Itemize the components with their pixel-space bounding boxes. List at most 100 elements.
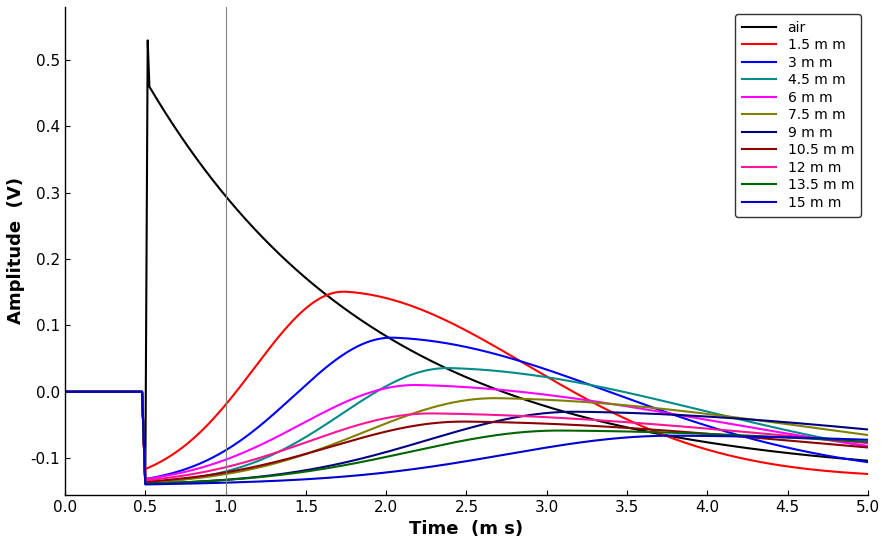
13.5 m m — [452, 439, 462, 445]
7.5 m m — [217, 471, 228, 478]
Line: 1.5 m m: 1.5 m m — [65, 292, 867, 482]
6 m m — [862, 443, 873, 449]
4.5 m m — [820, 435, 830, 442]
3 m m — [452, 342, 462, 349]
7.5 m m — [93, 389, 104, 395]
Line: 4.5 m m: 4.5 m m — [65, 368, 867, 483]
9 m m — [63, 389, 74, 395]
12 m m — [452, 410, 462, 417]
13.5 m m — [93, 389, 104, 395]
6 m m — [107, 389, 118, 395]
3 m m — [217, 449, 228, 456]
Line: 10.5 m m: 10.5 m m — [65, 392, 867, 482]
6 m m — [409, 382, 420, 388]
Line: 9 m m: 9 m m — [65, 392, 867, 484]
X-axis label: Time  (m s): Time (m s) — [409, 520, 523, 538]
4.5 m m — [140, 480, 151, 486]
air — [93, 389, 104, 395]
4.5 m m — [442, 365, 453, 371]
4.5 m m — [107, 389, 118, 395]
9 m m — [59, 389, 70, 395]
Legend: air, 1.5 m m, 3 m m, 4.5 m m, 6 m m, 7.5 m m, 9 m m, 10.5 m m, 12 m m, 13.5 m m,: air, 1.5 m m, 3 m m, 4.5 m m, 6 m m, 7.5… — [734, 14, 860, 216]
4.5 m m — [217, 469, 228, 476]
Line: 12 m m: 12 m m — [65, 392, 867, 482]
1.5 m m — [63, 389, 74, 395]
Line: 13.5 m m: 13.5 m m — [65, 392, 867, 484]
1.5 m m — [862, 471, 873, 477]
12 m m — [217, 465, 228, 471]
9 m m — [452, 428, 462, 434]
6 m m — [452, 383, 462, 390]
1.5 m m — [93, 389, 104, 395]
air — [217, 189, 228, 196]
15 m m — [59, 389, 70, 395]
15 m m — [217, 480, 228, 486]
9 m m — [93, 389, 104, 395]
15 m m — [63, 389, 74, 395]
10.5 m m — [107, 389, 118, 395]
15 m m — [140, 481, 151, 488]
12 m m — [107, 389, 118, 395]
13.5 m m — [59, 389, 70, 395]
7.5 m m — [107, 389, 118, 395]
air — [862, 457, 873, 464]
6 m m — [59, 389, 70, 395]
7.5 m m — [820, 426, 830, 433]
7.5 m m — [59, 389, 70, 395]
4.5 m m — [93, 389, 104, 395]
9 m m — [862, 426, 873, 433]
13.5 m m — [107, 389, 118, 395]
15 m m — [862, 437, 873, 443]
10.5 m m — [217, 470, 228, 476]
10.5 m m — [820, 440, 830, 447]
10.5 m m — [63, 389, 74, 395]
3 m m — [140, 479, 151, 486]
4.5 m m — [59, 389, 70, 395]
9 m m — [107, 389, 118, 395]
9 m m — [217, 477, 228, 483]
Line: 6 m m: 6 m m — [65, 385, 867, 482]
10.5 m m — [59, 389, 70, 395]
9 m m — [820, 422, 830, 429]
4.5 m m — [862, 444, 873, 450]
1.5 m m — [107, 389, 118, 395]
1.5 m m — [217, 405, 228, 411]
6 m m — [820, 437, 830, 443]
7.5 m m — [452, 398, 462, 405]
air — [140, 480, 151, 487]
13.5 m m — [217, 477, 228, 483]
Y-axis label: Amplitude  (V): Amplitude (V) — [7, 177, 25, 324]
6 m m — [93, 389, 104, 395]
air — [63, 389, 74, 395]
3 m m — [63, 389, 74, 395]
13.5 m m — [820, 436, 830, 443]
1.5 m m — [59, 389, 70, 395]
13.5 m m — [140, 481, 151, 487]
13.5 m m — [63, 389, 74, 395]
air — [107, 389, 118, 395]
air — [59, 389, 70, 395]
Line: 3 m m: 3 m m — [65, 338, 867, 482]
Line: 15 m m: 15 m m — [65, 392, 867, 485]
15 m m — [93, 389, 104, 395]
6 m m — [217, 458, 228, 464]
7.5 m m — [862, 432, 873, 438]
4.5 m m — [63, 389, 74, 395]
15 m m — [107, 389, 118, 395]
12 m m — [93, 389, 104, 395]
3 m m — [385, 335, 396, 341]
Line: air: air — [65, 40, 867, 483]
12 m m — [59, 389, 70, 395]
6 m m — [63, 389, 74, 395]
10.5 m m — [93, 389, 104, 395]
9 m m — [140, 481, 151, 487]
1.5 m m — [820, 468, 830, 474]
Line: 7.5 m m: 7.5 m m — [65, 392, 867, 482]
6 m m — [140, 479, 151, 486]
12 m m — [63, 389, 74, 395]
4.5 m m — [452, 365, 462, 372]
1.5 m m — [338, 288, 348, 295]
13.5 m m — [862, 439, 873, 445]
10.5 m m — [140, 479, 151, 486]
10.5 m m — [862, 444, 873, 451]
